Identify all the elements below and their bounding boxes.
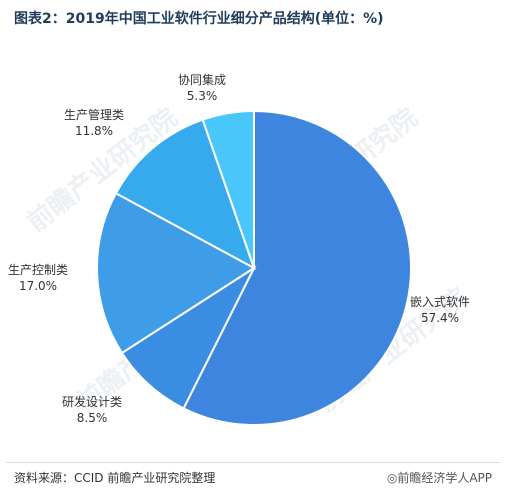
slice-value: 8.5% [76, 411, 108, 425]
footer-divider [6, 462, 500, 463]
pie-slice [114, 118, 256, 271]
pie-slice [120, 265, 257, 410]
pie-slice [96, 191, 256, 355]
slice-label-collaboration: 协同集成 5.3% [178, 72, 226, 104]
slice-value: 5.3% [186, 89, 218, 103]
slice-name: 嵌入式软件 [410, 295, 471, 309]
chart-title: 图表2：2019年中国工业软件行业细分产品结构(单位：%) [14, 11, 384, 27]
slice-label-embedded: 嵌入式软件 57.4% [410, 294, 470, 326]
brand-mark: ◎前瞻经济学人APP [386, 471, 492, 485]
slice-name: 生产管理类 [64, 108, 125, 122]
slice-label-rd-design: 研发设计类 8.5% [62, 394, 122, 426]
slice-name: 协同集成 [178, 73, 227, 87]
slice-label-production-control: 生产控制类 17.0% [8, 262, 68, 294]
slice-value: 57.4% [420, 311, 460, 325]
slice-label-production-management: 生产管理类 11.8% [64, 107, 124, 139]
source-note: 资料来源：CCID 前瞻产业研究院整理 [14, 471, 216, 485]
slice-value: 11.8% [74, 124, 114, 138]
slice-value: 17.0% [18, 279, 58, 293]
pie-slice [182, 109, 412, 426]
pie-slice [201, 109, 255, 269]
slice-name: 生产控制类 [8, 263, 69, 277]
slice-name: 研发设计类 [62, 395, 123, 409]
